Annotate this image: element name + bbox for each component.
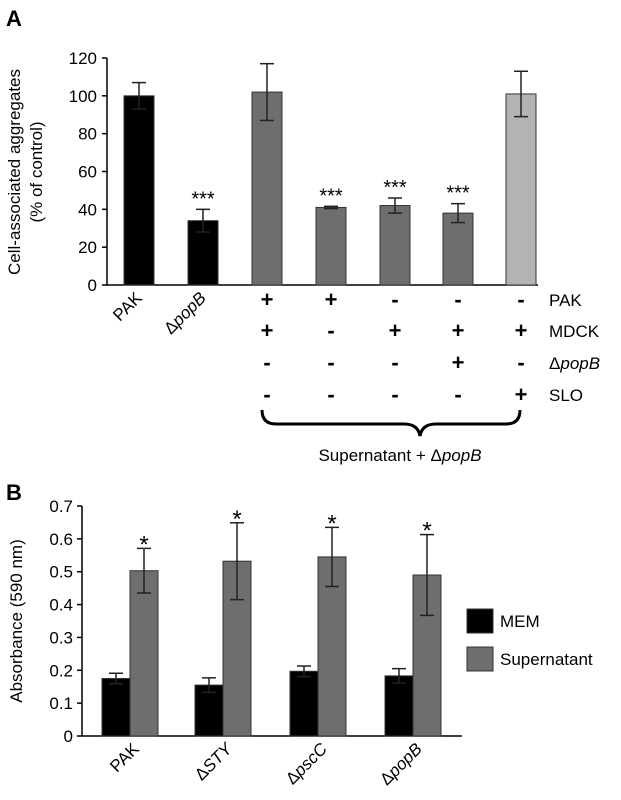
panel-b-y-tick-label: 0 <box>64 727 73 746</box>
panel-b-label: B <box>6 480 22 505</box>
panel-a-condition-mark: - <box>454 287 461 312</box>
panel-a-bar <box>379 205 411 286</box>
panel-a-condition-mark: - <box>391 382 398 407</box>
panel-a-bar <box>315 206 347 286</box>
panel-a-condition-mark: + <box>515 318 528 343</box>
panel-b: B Absorbance (590 nm) 0 0.1 0.2 0.3 0.4 0.5 0.… <box>6 480 593 789</box>
panel-a-condition-mark: + <box>452 318 465 343</box>
panel-a-bracket-label: Supernatant + ΔpopB <box>318 446 481 465</box>
panel-a-bars: PAK *** ΔpopB *** *** *** <box>109 62 537 338</box>
panel-a-condition-mark: - <box>391 350 398 375</box>
panel-a-y-tick-label: 40 <box>78 200 97 219</box>
panel-a-y-axis-label-line2: (% of control) <box>27 121 46 222</box>
panel-a-bar <box>123 95 155 286</box>
panel-a-y-tick-label: 60 <box>78 163 97 182</box>
panel-b-legend-swatch <box>466 646 494 672</box>
panel-b-significance: * <box>139 531 148 558</box>
panel-a-significance: *** <box>191 188 215 210</box>
panel-a-bar <box>505 93 537 286</box>
panel-b-y-axis-label: Absorbance (590 nm) <box>7 539 26 702</box>
panel-a: A Cell-associated aggregates (% of contr… <box>5 6 600 465</box>
panel-b-legend: MEM Supernatant <box>466 608 593 672</box>
panel-a-condition-mark: + <box>261 318 274 343</box>
panel-a-x-tick-label: ΔpopB <box>160 288 210 338</box>
panel-a-condition-table: + + - - - PAK + - + + + MDCK - - - + - ΔpopB - - - - + SLO <box>261 287 600 407</box>
panel-a-condition-mark: - <box>391 287 398 312</box>
panel-b-bar-mem <box>101 678 131 737</box>
panel-a-condition-mark: + <box>261 287 274 312</box>
panel-a-bar <box>442 212 474 286</box>
panel-a-condition-row-label: MDCK <box>549 322 600 341</box>
panel-a-condition-mark: + <box>452 350 465 375</box>
panel-a-significance: *** <box>446 183 470 205</box>
panel-b-legend-swatch <box>466 608 494 634</box>
panel-b-bar-supernatant <box>222 560 252 737</box>
panel-a-y-tick-label: 20 <box>78 238 97 257</box>
panel-b-y-tick-label: 0.4 <box>49 596 73 615</box>
panel-a-condition-mark: + <box>515 382 528 407</box>
panel-b-legend-label: Supernatant <box>500 650 593 669</box>
panel-b-significance: * <box>327 510 336 537</box>
panel-a-condition-mark: - <box>517 287 524 312</box>
panel-b-significance: * <box>232 506 241 533</box>
panel-b-y-tick-label: 0.3 <box>49 628 73 647</box>
panel-b-y-tick-label: 0.2 <box>49 661 73 680</box>
panel-a-significance: *** <box>319 185 343 207</box>
panel-b-y-tick-label: 0.6 <box>49 530 73 549</box>
panel-a-condition-mark: - <box>263 382 270 407</box>
panel-b-y-tick-label: 0.1 <box>49 694 73 713</box>
panel-b-x-tick-label: ΔSTY <box>191 738 237 784</box>
panel-b-x-tick-label: PAK <box>106 739 143 776</box>
panel-b-bar-mem <box>384 675 414 737</box>
panel-a-condition-mark: - <box>327 382 334 407</box>
panel-b-legend-label: MEM <box>500 612 540 631</box>
panel-a-axes: 0 20 40 60 80 100 120 <box>69 49 538 295</box>
panel-a-y-tick-label: 0 <box>88 276 97 295</box>
panel-a-condition-mark: - <box>327 318 334 343</box>
panel-a-y-tick-label: 120 <box>69 49 97 68</box>
panel-a-condition-mark: - <box>517 350 524 375</box>
panel-b-axes: 0 0.1 0.2 0.3 0.4 0.5 0.6 0.7 <box>49 497 462 746</box>
panel-a-label: A <box>6 6 22 31</box>
panel-a-condition-row-label: SLO <box>549 386 583 405</box>
panel-a-x-tick-label: PAK <box>109 288 146 325</box>
panel-a-y-tick-label: 100 <box>69 87 97 106</box>
panel-a-bracket <box>260 409 522 437</box>
panel-b-significance: * <box>422 518 431 545</box>
panel-b-bar-supernatant <box>129 570 159 737</box>
panel-b-bars: * PAK * ΔSTY * ΔpscC * ΔpopB <box>101 506 442 789</box>
panel-a-y-tick-label: 80 <box>78 125 97 144</box>
panel-b-x-tick-label: ΔpscC <box>282 739 331 788</box>
panel-b-y-tick-label: 0.5 <box>49 563 73 582</box>
panel-b-y-tick-label: 0.7 <box>49 497 73 516</box>
panel-b-bar-mem <box>194 684 224 737</box>
panel-a-condition-mark: + <box>325 287 338 312</box>
panel-a-condition-row-label: ΔpopB <box>549 354 600 373</box>
panel-b-x-tick-label: ΔpopB <box>376 739 426 789</box>
panel-a-condition-mark: - <box>454 382 461 407</box>
panel-a-condition-mark: - <box>327 350 334 375</box>
panel-a-condition-mark: + <box>389 318 402 343</box>
panel-a-y-axis-label-line1: Cell-associated aggregates <box>5 69 24 275</box>
panel-b-bar-mem <box>289 670 319 737</box>
panel-a-significance: *** <box>383 177 407 199</box>
panel-a-condition-mark: - <box>263 350 270 375</box>
panel-a-condition-row-label: PAK <box>549 291 582 310</box>
